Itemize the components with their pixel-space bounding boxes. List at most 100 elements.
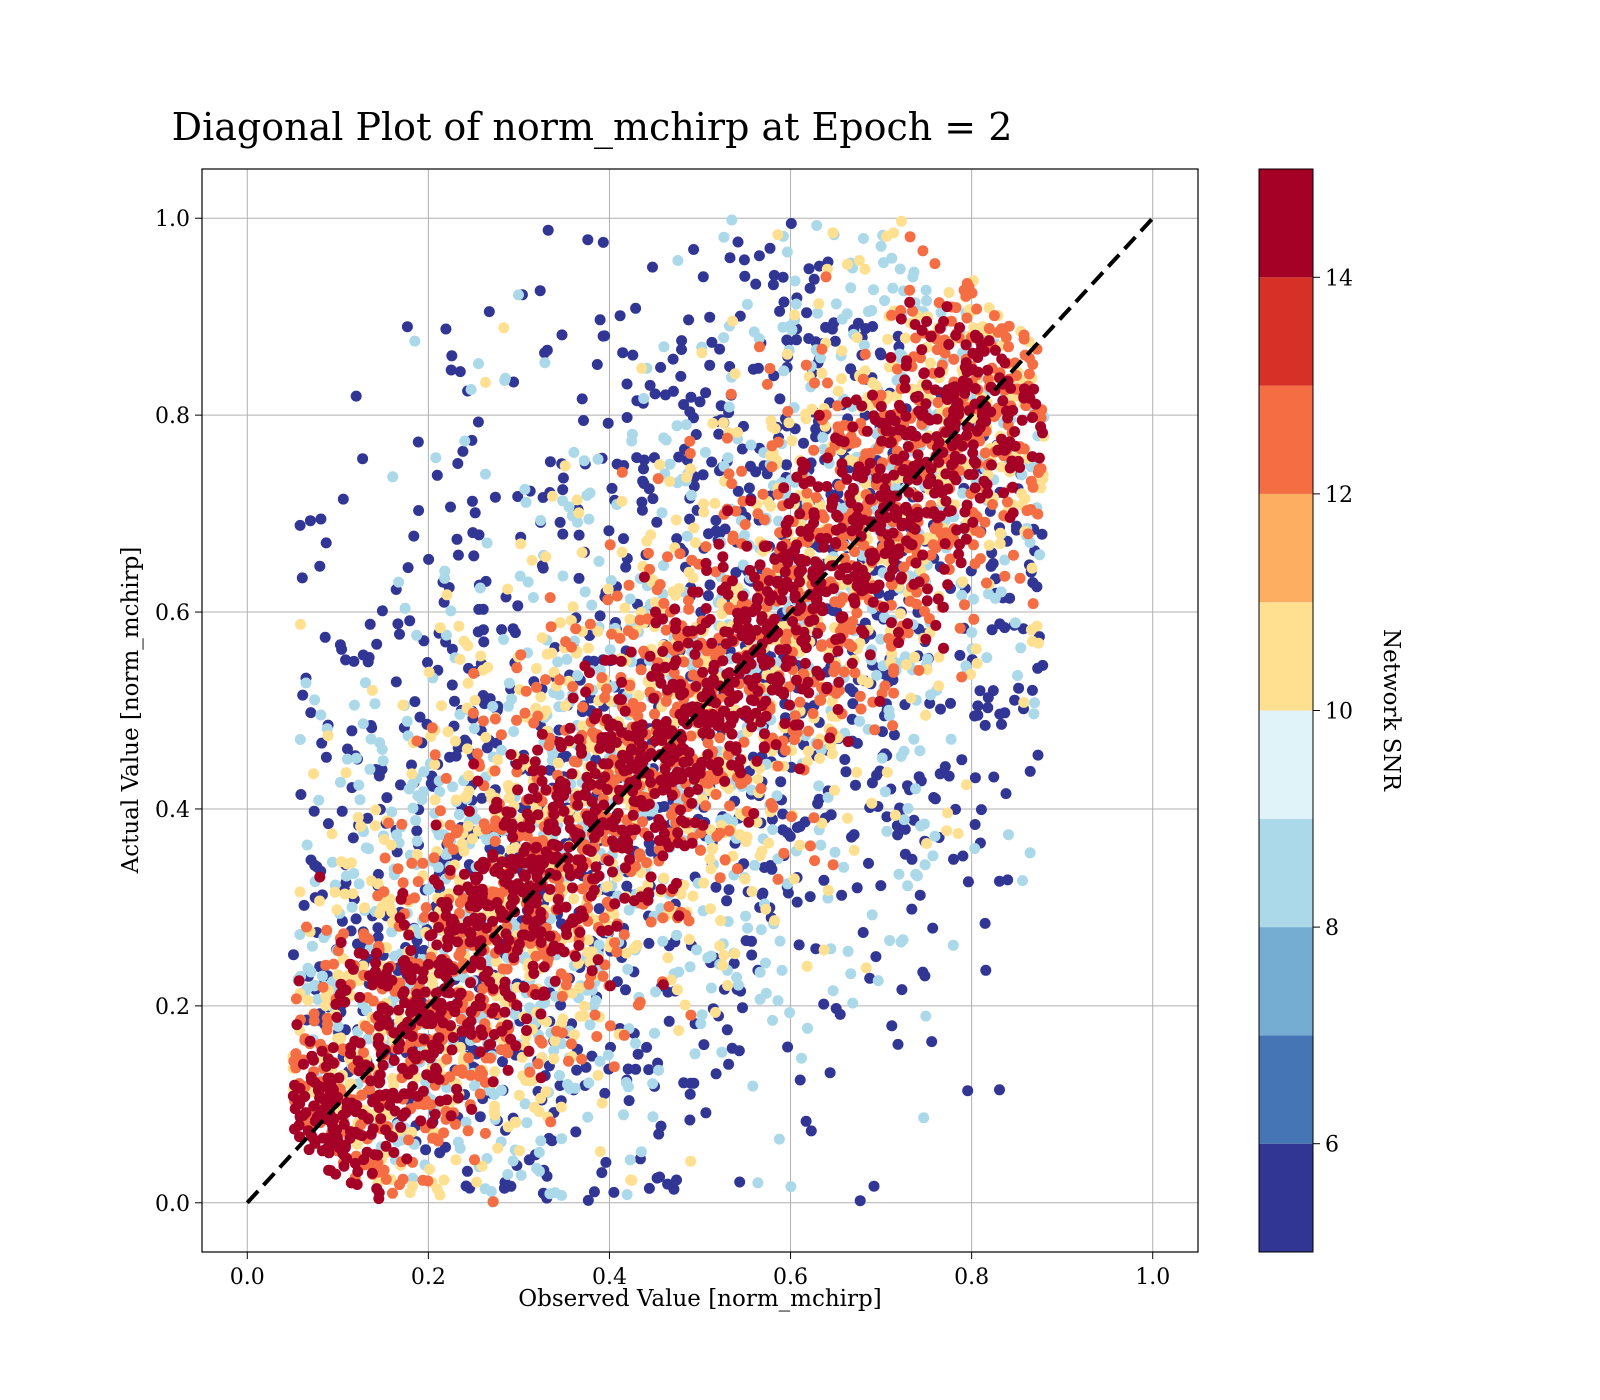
scatter-point: [1027, 598, 1039, 610]
scatter-point: [740, 910, 752, 922]
scatter-point: [653, 1064, 665, 1076]
scatter-point: [886, 252, 898, 264]
scatter-point: [841, 308, 853, 320]
scatter-point: [970, 643, 982, 655]
scatter-point: [295, 789, 307, 800]
scatter-point: [752, 362, 764, 374]
scatter-point: [462, 677, 474, 689]
scatter-point: [726, 478, 738, 490]
scatter-point: [401, 321, 413, 333]
scatter-point: [723, 1058, 735, 1070]
scatter-point: [804, 282, 816, 294]
scatter-point: [391, 829, 403, 841]
scatter-point: [650, 986, 662, 998]
scatter-point: [674, 548, 686, 560]
scatter-point: [578, 415, 589, 426]
scatter-point: [704, 579, 716, 591]
scatter-point: [603, 525, 615, 537]
scatter-point: [471, 1176, 483, 1188]
scatter-point: [466, 1103, 478, 1115]
scatter-point: [489, 1066, 501, 1078]
scatter-point: [546, 647, 558, 659]
scatter-point: [902, 880, 914, 892]
scatter-point: [930, 619, 942, 631]
scatter-point: [370, 804, 382, 816]
scatter-point: [620, 561, 632, 573]
scatter-point: [853, 255, 865, 266]
scatter-point: [671, 533, 683, 545]
scatter-point: [671, 929, 683, 941]
scatter-point: [709, 497, 721, 509]
scatter-point: [801, 960, 813, 972]
scatter-point: [387, 1072, 398, 1084]
scatter-point: [534, 285, 546, 297]
scatter-point: [898, 745, 910, 757]
scatter-point: [304, 515, 316, 527]
scatter-point: [479, 1183, 491, 1195]
scatter-point: [407, 778, 419, 790]
scatter-point: [683, 314, 695, 326]
scatter-point: [540, 551, 552, 563]
scatter-point: [745, 460, 756, 472]
scatter-point: [502, 583, 514, 595]
scatter-point: [866, 909, 878, 921]
scatter-point: [894, 263, 906, 275]
scatter-point: [988, 771, 1000, 783]
scatter-point: [675, 888, 687, 900]
scatter-point: [857, 373, 869, 385]
scatter-point: [535, 691, 547, 703]
scatter-point: [754, 341, 765, 353]
scatter-point: [729, 368, 741, 380]
scatter-point: [533, 1106, 545, 1118]
scatter-point: [526, 554, 538, 566]
scatter-point: [889, 809, 901, 821]
scatter-point: [696, 347, 708, 359]
scatter-point: [621, 378, 633, 390]
scatter-point: [832, 385, 844, 397]
scatter-point: [365, 733, 377, 745]
scatter-point: [434, 1147, 446, 1159]
scatter-point: [298, 899, 310, 911]
scatter-point: [896, 984, 908, 996]
scatter-point: [925, 689, 937, 701]
scatter-point: [714, 827, 726, 839]
scatter-point: [489, 835, 501, 847]
scatter-point: [655, 361, 667, 373]
scatter-point: [557, 495, 569, 507]
scatter-point: [412, 790, 424, 802]
scatter-point: [602, 583, 614, 595]
scatter-point: [999, 554, 1011, 566]
scatter-point: [850, 779, 861, 791]
scatter-point: [616, 546, 628, 558]
scatter-point: [845, 282, 857, 294]
scatter-point: [359, 677, 371, 689]
scatter-point: [305, 707, 317, 719]
scatter-point: [452, 458, 464, 469]
scatter-point: [635, 664, 647, 676]
scatter-point: [721, 1024, 733, 1036]
scatter-point: [449, 695, 460, 707]
scatter-point: [570, 623, 582, 635]
scatter-point: [796, 1052, 807, 1064]
scatter-point: [509, 1008, 521, 1020]
scatter-point: [769, 915, 781, 927]
scatter-point: [813, 780, 825, 792]
scatter-point: [1000, 788, 1012, 800]
scatter-point: [439, 565, 451, 577]
scatter-point: [571, 494, 583, 506]
scatter-point: [714, 343, 726, 355]
scatter-point: [481, 834, 493, 846]
scatter-point: [469, 507, 481, 519]
scatter-point: [609, 937, 621, 949]
scatter-point: [530, 663, 542, 674]
scatter-point: [535, 1092, 547, 1104]
scatter-point: [438, 1174, 450, 1186]
scatter-point: [590, 995, 602, 1007]
scatter-point: [589, 1009, 601, 1021]
scatter-point: [518, 981, 530, 993]
scatter-point: [777, 271, 789, 283]
scatter-point: [611, 590, 623, 602]
scatter-point: [788, 873, 800, 885]
scatter-point: [735, 778, 747, 790]
scatter-point: [294, 929, 306, 940]
